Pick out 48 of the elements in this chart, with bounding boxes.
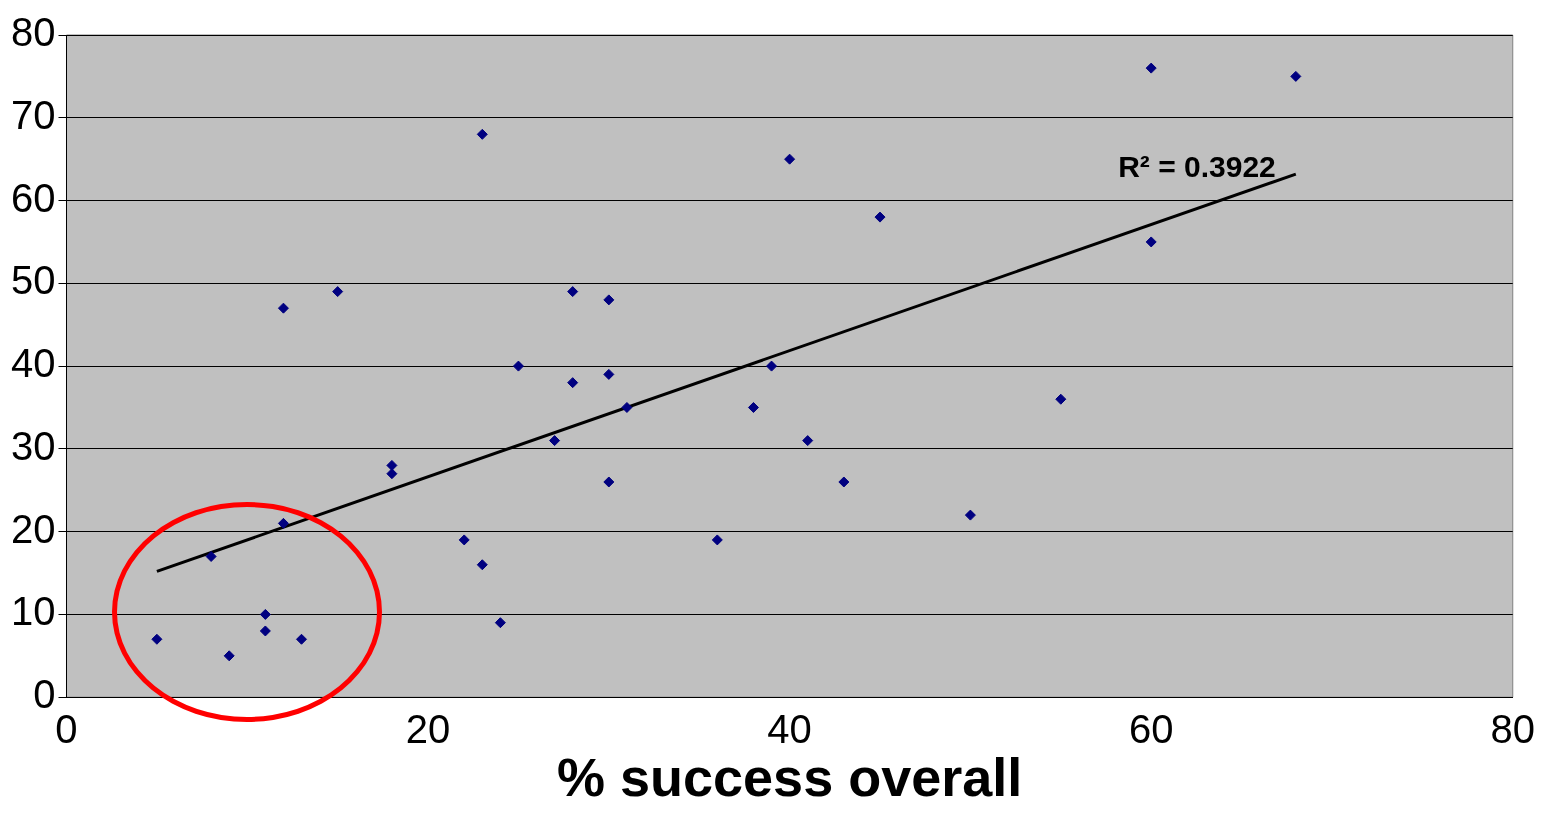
- point: [874, 211, 886, 223]
- point: [567, 377, 579, 389]
- point: [603, 294, 615, 306]
- point: [476, 128, 488, 140]
- point: [621, 401, 633, 413]
- x-tick-label: 20: [405, 707, 451, 752]
- point: [1145, 236, 1157, 248]
- point: [223, 650, 235, 662]
- point: [386, 459, 398, 471]
- y-tick-label: 50: [10, 258, 56, 303]
- point: [386, 468, 398, 480]
- y-tick-label: 30: [10, 423, 56, 468]
- point: [458, 534, 470, 546]
- y-tick-label: 0: [33, 672, 56, 717]
- point: [964, 509, 976, 521]
- point: [567, 286, 579, 298]
- point: [603, 368, 615, 380]
- x-tick-label: 80: [1490, 707, 1535, 752]
- y-tick-label: 60: [10, 175, 56, 220]
- point: [802, 435, 814, 447]
- point: [277, 517, 289, 529]
- point: [277, 302, 289, 314]
- point: [494, 617, 506, 629]
- point: [747, 401, 759, 413]
- point: [296, 633, 308, 645]
- point: [476, 559, 488, 571]
- x-tick-label: 60: [1128, 707, 1174, 752]
- point: [711, 534, 723, 546]
- point: [259, 608, 271, 620]
- y-tick-label: 80: [10, 10, 56, 55]
- y-tick-label: 20: [10, 506, 56, 551]
- point: [205, 550, 217, 562]
- point: [549, 435, 561, 447]
- point: [512, 360, 524, 372]
- point: [766, 360, 778, 372]
- y-tick-label: 40: [10, 341, 56, 386]
- y-tick-label: 10: [10, 589, 56, 634]
- point: [259, 625, 271, 637]
- point: [1145, 62, 1157, 74]
- point: [838, 476, 850, 488]
- point: [603, 476, 615, 488]
- point: [784, 153, 796, 165]
- y-tick-label: 70: [10, 92, 56, 137]
- point: [1055, 393, 1067, 405]
- point: [332, 286, 344, 298]
- point: [1290, 70, 1302, 82]
- point: [151, 633, 163, 645]
- annotation: R² = 0.3922: [1118, 150, 1276, 184]
